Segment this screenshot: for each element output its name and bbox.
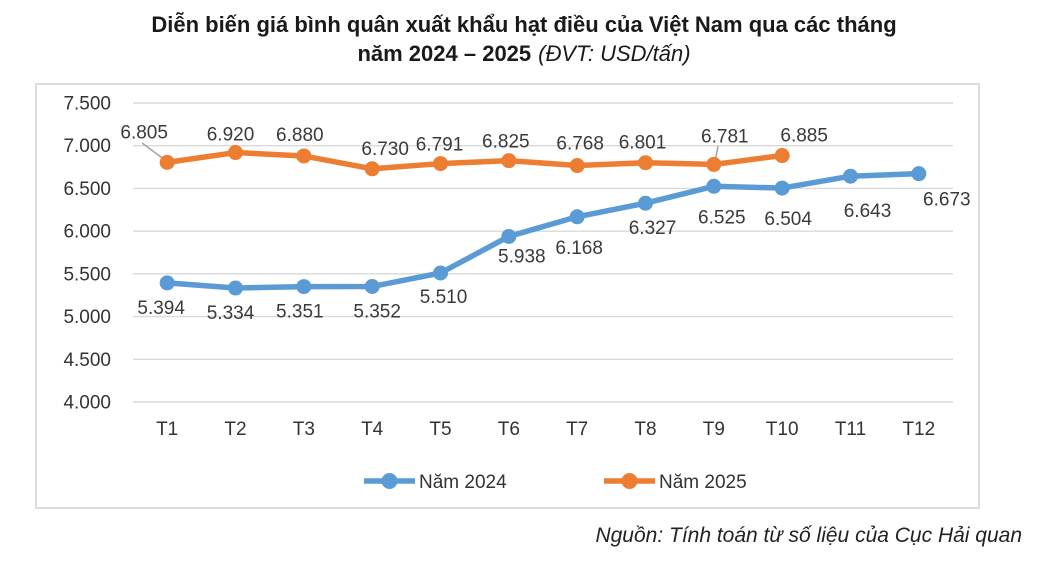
chart-title-unit: (ĐVT: USD/tấn) (538, 41, 691, 66)
x-axis-tick-label: T9 (703, 419, 725, 440)
data-point-marker (569, 158, 585, 174)
data-point-marker (569, 209, 585, 225)
x-axis-tick-label: T6 (498, 419, 520, 440)
chart-plot-frame: 7.500 7.000 6.500 6.000 5.500 5.000 4.500 4.000… (35, 83, 980, 509)
data-point-marker (228, 280, 243, 296)
x-axis-tick-label: T5 (429, 419, 451, 440)
chart-title-years: năm 2024 – 2025 (357, 41, 532, 66)
data-point-marker (433, 156, 448, 172)
data-point-label: 6.781 (701, 126, 749, 147)
data-point-marker (228, 145, 243, 161)
source-note: Nguồn: Tính toán từ số liệu của Cục Hải … (595, 524, 1022, 547)
data-point-marker (706, 156, 722, 172)
y-axis-tick-label: 7.500 (63, 94, 111, 115)
data-point-label: 6.768 (556, 134, 604, 155)
data-point-label: 5.334 (207, 303, 255, 324)
data-point-marker (843, 168, 858, 184)
x-axis-tick-label: T3 (293, 419, 315, 440)
data-point-marker (364, 279, 380, 295)
data-point-label: 6.730 (361, 139, 409, 160)
series-line-năm-2024 (164, 170, 922, 291)
price-line-chart: 7.500 7.000 6.500 6.000 5.500 5.000 4.500 4.000… (63, 94, 971, 494)
data-point-marker (774, 180, 790, 196)
y-axis-tick-label: 7.000 (63, 136, 111, 157)
y-axis-tick-label: 4.500 (63, 350, 111, 371)
y-axis-tick-label: 6.000 (63, 222, 111, 243)
chart-title-line2: năm 2024 – 2025 (ĐVT: USD/tấn) (0, 39, 1048, 68)
data-point-label: 5.394 (137, 298, 185, 319)
data-point-marker (911, 166, 927, 182)
x-axis-tick-label: T4 (361, 419, 384, 440)
chart-title-line1: Diễn biến giá bình quân xuất khẩu hạt đi… (151, 12, 897, 37)
data-point-label: 6.791 (416, 135, 464, 156)
data-point-label: 5.510 (420, 287, 468, 308)
data-point-label: 6.920 (207, 125, 255, 146)
data-point-label: 5.352 (353, 302, 401, 323)
data-point-marker (638, 155, 653, 171)
data-point-marker (638, 195, 653, 211)
data-point-marker (501, 228, 517, 244)
legend-marker-dot-năm-2025 (621, 473, 638, 489)
data-point-marker (159, 154, 175, 170)
data-point-label: 6.825 (482, 132, 530, 153)
y-axis-tick-label: 4.000 (63, 393, 111, 414)
data-point-marker (706, 178, 722, 194)
y-axis-tick-label: 6.500 (63, 179, 111, 200)
data-point-label: 6.885 (780, 126, 828, 147)
data-point-label: 5.351 (276, 302, 324, 323)
y-axis-tick-label: 5.000 (63, 307, 111, 328)
x-axis-tick-label: T10 (766, 419, 799, 440)
x-axis-tick-label: T8 (634, 419, 656, 440)
data-point-marker (364, 161, 380, 177)
x-axis-tick-label: T2 (224, 419, 246, 440)
data-point-marker (296, 279, 312, 295)
data-point-marker (296, 148, 312, 164)
chart-title: Diễn biến giá bình quân xuất khẩu hạt đi… (0, 10, 1048, 68)
x-axis-tick-label: T12 (902, 419, 935, 440)
x-axis-tick-label: T1 (156, 419, 178, 440)
data-point-label: 6.168 (555, 238, 603, 259)
legend-label-năm-2024: Năm 2024 (419, 472, 507, 493)
data-point-marker (774, 148, 790, 164)
data-point-marker (501, 153, 517, 169)
data-label-leader-line (141, 142, 166, 161)
x-axis-tick-label: T7 (566, 419, 588, 440)
data-point-marker (159, 275, 175, 291)
data-point-label: 5.938 (498, 246, 546, 267)
series-line-năm-2025 (164, 149, 785, 172)
data-point-label: 6.805 (120, 122, 168, 143)
data-point-label: 6.327 (629, 218, 677, 239)
data-point-label: 6.643 (844, 201, 892, 222)
data-point-marker (433, 265, 448, 281)
data-point-label: 6.525 (698, 207, 746, 228)
legend-label-năm-2025: Năm 2025 (659, 472, 747, 493)
data-point-label: 6.801 (619, 133, 667, 154)
y-axis-tick-label: 5.500 (63, 264, 111, 285)
legend-marker-dot-năm-2024 (381, 473, 398, 489)
data-point-label: 6.504 (764, 209, 812, 230)
data-point-label: 6.880 (276, 125, 324, 146)
x-axis-tick-label: T11 (835, 419, 866, 440)
data-point-label: 6.673 (923, 190, 971, 211)
